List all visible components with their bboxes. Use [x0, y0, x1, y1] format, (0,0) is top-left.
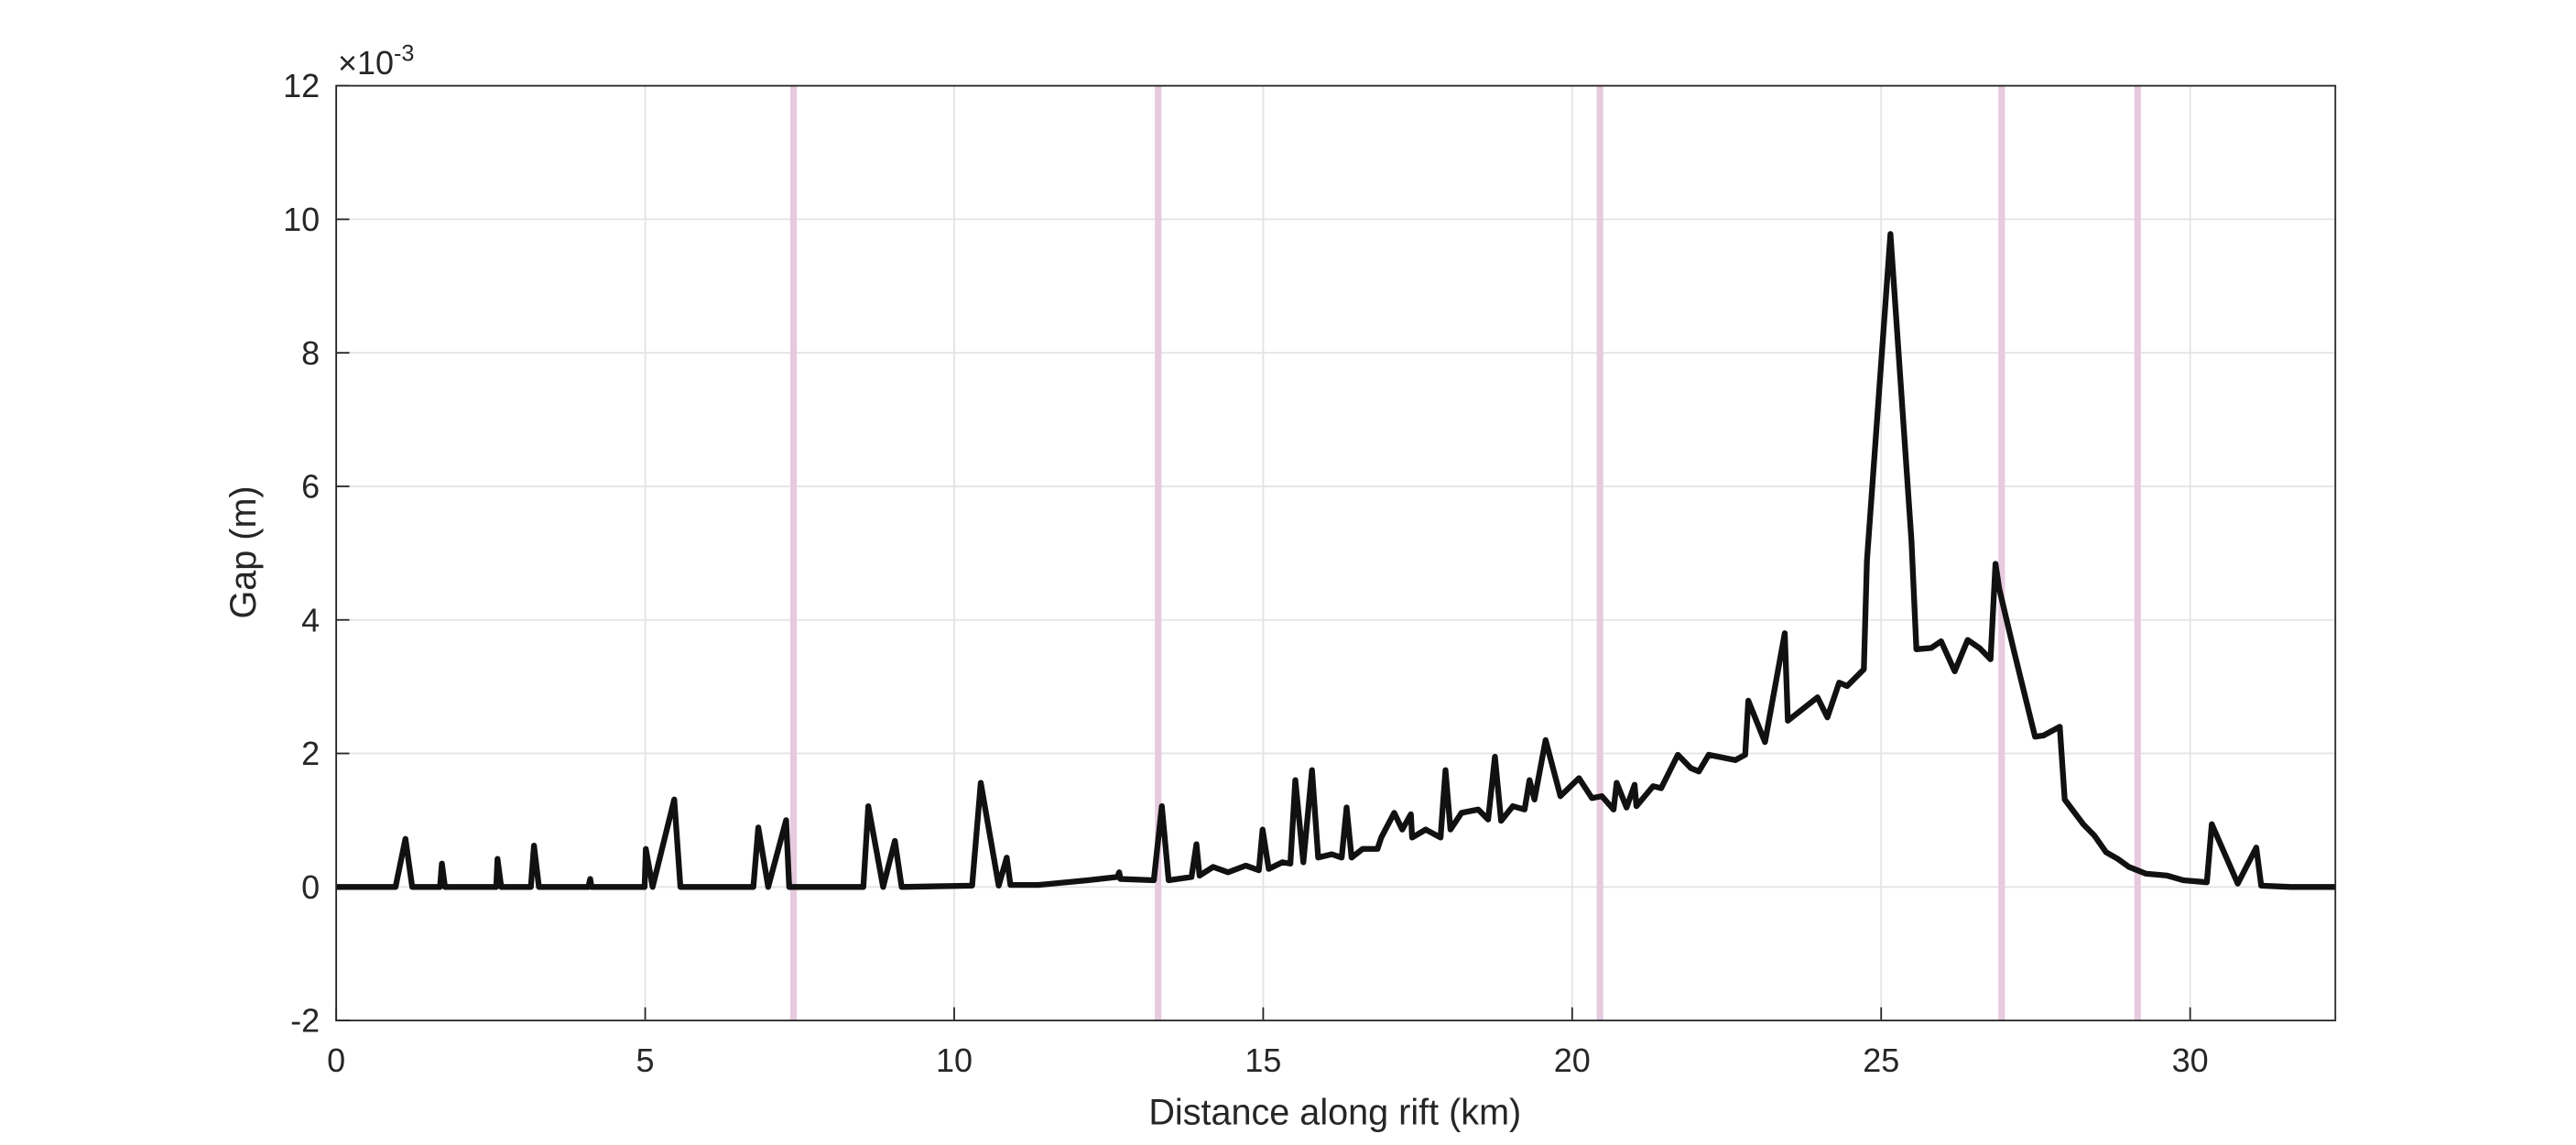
plot-area [336, 85, 2336, 1021]
multiplier-base: ×10 [338, 44, 394, 82]
x-tick-label: 30 [2172, 1041, 2209, 1079]
multiplier-exponent: -3 [394, 41, 414, 67]
y-tick-label: 0 [301, 868, 320, 906]
y-tick-label: 8 [301, 334, 320, 372]
y-multiplier: ×10-3 [338, 41, 414, 82]
y-tick-label: 6 [301, 468, 320, 506]
x-tick-label: 0 [327, 1041, 345, 1079]
y-tick-label: 10 [283, 201, 320, 238]
x-tick-label: 15 [1245, 1041, 1281, 1079]
data-line [336, 231, 2336, 890]
x-axis-label: Distance along rift (km) [1148, 1092, 1521, 1132]
x-tick-label: 25 [1863, 1041, 1899, 1079]
y-axis-label: Gap (m) [223, 485, 264, 618]
x-tick-label: 20 [1554, 1041, 1591, 1079]
x-tick-label: 5 [636, 1041, 655, 1079]
y-tick-label: 4 [301, 601, 320, 638]
x-tick-label: 10 [936, 1041, 973, 1079]
y-tick-label: -2 [290, 1002, 320, 1040]
y-tick-label: 12 [283, 67, 320, 104]
y-tick-label: 2 [301, 735, 320, 772]
axes-box [335, 84, 2337, 1021]
